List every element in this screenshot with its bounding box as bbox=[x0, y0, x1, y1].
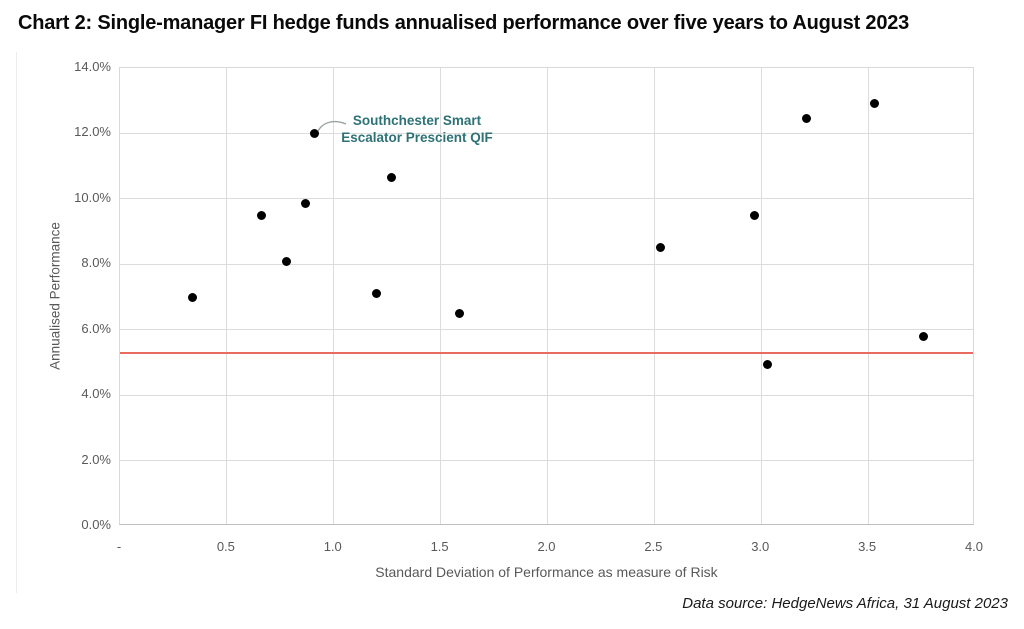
x-tick-label: 1.0 bbox=[323, 539, 342, 554]
y-axis-title-text: Annualised Performance bbox=[47, 222, 63, 370]
y-gridline bbox=[120, 198, 973, 200]
x-tick-label: 0.5 bbox=[216, 539, 235, 554]
x-gridline bbox=[867, 68, 869, 524]
data-point bbox=[372, 289, 381, 299]
data-point bbox=[801, 114, 811, 124]
data-point bbox=[763, 359, 773, 369]
x-axis-title: Standard Deviation of Performance as mea… bbox=[375, 564, 718, 580]
data-point bbox=[386, 173, 396, 183]
y-tick-label: 0.0% bbox=[81, 517, 111, 532]
x-tick-label: 4.0 bbox=[964, 539, 984, 554]
y-tick-label: 8.0% bbox=[81, 255, 111, 271]
reference-line bbox=[120, 351, 973, 354]
chart-title: Chart 2: Single-manager FI hedge funds a… bbox=[18, 12, 910, 34]
x-gridline bbox=[547, 68, 548, 524]
y-tick-label: 10.0% bbox=[74, 189, 111, 205]
data-point bbox=[919, 331, 929, 341]
y-gridline bbox=[120, 394, 973, 396]
annotation-line-2: Escalator Prescient QIF bbox=[341, 130, 493, 145]
data-point bbox=[870, 99, 880, 109]
data-source-note: Data source: HedgeNews Africa, 31 August… bbox=[682, 595, 1008, 612]
annotation-line-1: Southchester Smart bbox=[352, 113, 482, 128]
y-gridline bbox=[120, 263, 973, 265]
data-point bbox=[188, 292, 198, 302]
y-tick-label: 12.0% bbox=[74, 124, 111, 140]
data-point bbox=[256, 210, 266, 220]
data-point bbox=[656, 243, 666, 253]
plot-area: Southchester Smart Escalator Prescient Q… bbox=[119, 67, 974, 525]
x-gridline bbox=[226, 68, 228, 524]
x-tick-label: 1.5 bbox=[430, 539, 449, 554]
y-gridline bbox=[120, 132, 973, 134]
y-gridline bbox=[120, 329, 973, 331]
data-point bbox=[310, 128, 319, 138]
y-tick-label: 4.0% bbox=[81, 386, 111, 402]
annotation-connector-line bbox=[317, 120, 347, 132]
x-gridline bbox=[333, 68, 335, 524]
x-gridline bbox=[653, 68, 655, 524]
x-tick-label: 3.0 bbox=[751, 539, 770, 554]
x-tick-label: - bbox=[116, 539, 122, 554]
y-tick-label: 2.0% bbox=[81, 451, 111, 467]
x-gridline bbox=[440, 68, 442, 524]
data-point bbox=[301, 199, 311, 209]
x-tick-label: 2.0 bbox=[537, 539, 556, 554]
x-tick-label: 3.5 bbox=[858, 539, 877, 554]
annotation-label: Southchester Smart Escalator Prescient Q… bbox=[332, 112, 502, 146]
chart-panel: Annualised Performance Southchester Smar… bbox=[16, 52, 1007, 593]
y-tick-label: 6.0% bbox=[81, 320, 111, 336]
x-gridline bbox=[760, 68, 762, 524]
data-point bbox=[750, 210, 760, 220]
data-point bbox=[455, 308, 465, 318]
x-tick-label: 2.5 bbox=[644, 539, 663, 554]
y-gridline bbox=[120, 460, 973, 462]
data-point bbox=[282, 256, 292, 266]
y-tick-label: 14.0% bbox=[74, 59, 111, 74]
